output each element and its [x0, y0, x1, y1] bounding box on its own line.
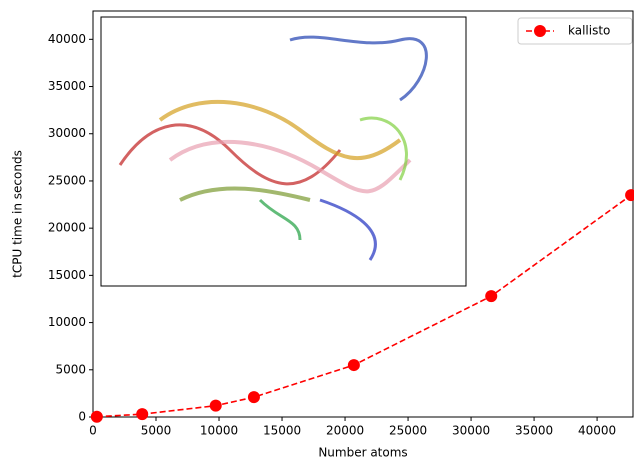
- x-tick-label: 0: [89, 424, 97, 438]
- y-tick-label: 15000: [48, 268, 86, 282]
- y-tick-label: 30000: [48, 126, 86, 140]
- data-point: [248, 391, 260, 403]
- x-tick-label: 10000: [200, 424, 238, 438]
- y-tick-label: 5000: [55, 362, 86, 376]
- y-tick-label: 40000: [48, 32, 86, 46]
- y-tick-label: 35000: [48, 79, 86, 93]
- y-tick-label: 0: [78, 410, 86, 424]
- legend-marker: [534, 25, 546, 37]
- x-tick-label: 20000: [326, 424, 364, 438]
- legend-label: kallisto: [568, 24, 610, 38]
- data-point: [210, 400, 222, 412]
- x-tick-label: 40000: [578, 424, 616, 438]
- y-tick-label: 25000: [48, 173, 86, 187]
- y-tick-label: 20000: [48, 221, 86, 235]
- data-point: [485, 290, 497, 302]
- y-axis-label: tCPU time in seconds: [11, 150, 25, 278]
- data-point: [348, 359, 360, 371]
- y-tick-label: 10000: [48, 315, 86, 329]
- data-point: [136, 408, 148, 420]
- x-tick-label: 5000: [141, 424, 172, 438]
- x-tick-label: 25000: [389, 424, 427, 438]
- data-point: [91, 411, 103, 423]
- inset-image: [101, 17, 466, 286]
- data-point: [625, 189, 634, 201]
- x-tick-label: 30000: [452, 424, 490, 438]
- x-tick-label: 15000: [263, 424, 301, 438]
- x-axis-label: Number atoms: [318, 446, 407, 460]
- chart: Number atoms tCPU time in seconds 0 5000 1…: [0, 0, 634, 462]
- x-tick-label: 35000: [515, 424, 553, 438]
